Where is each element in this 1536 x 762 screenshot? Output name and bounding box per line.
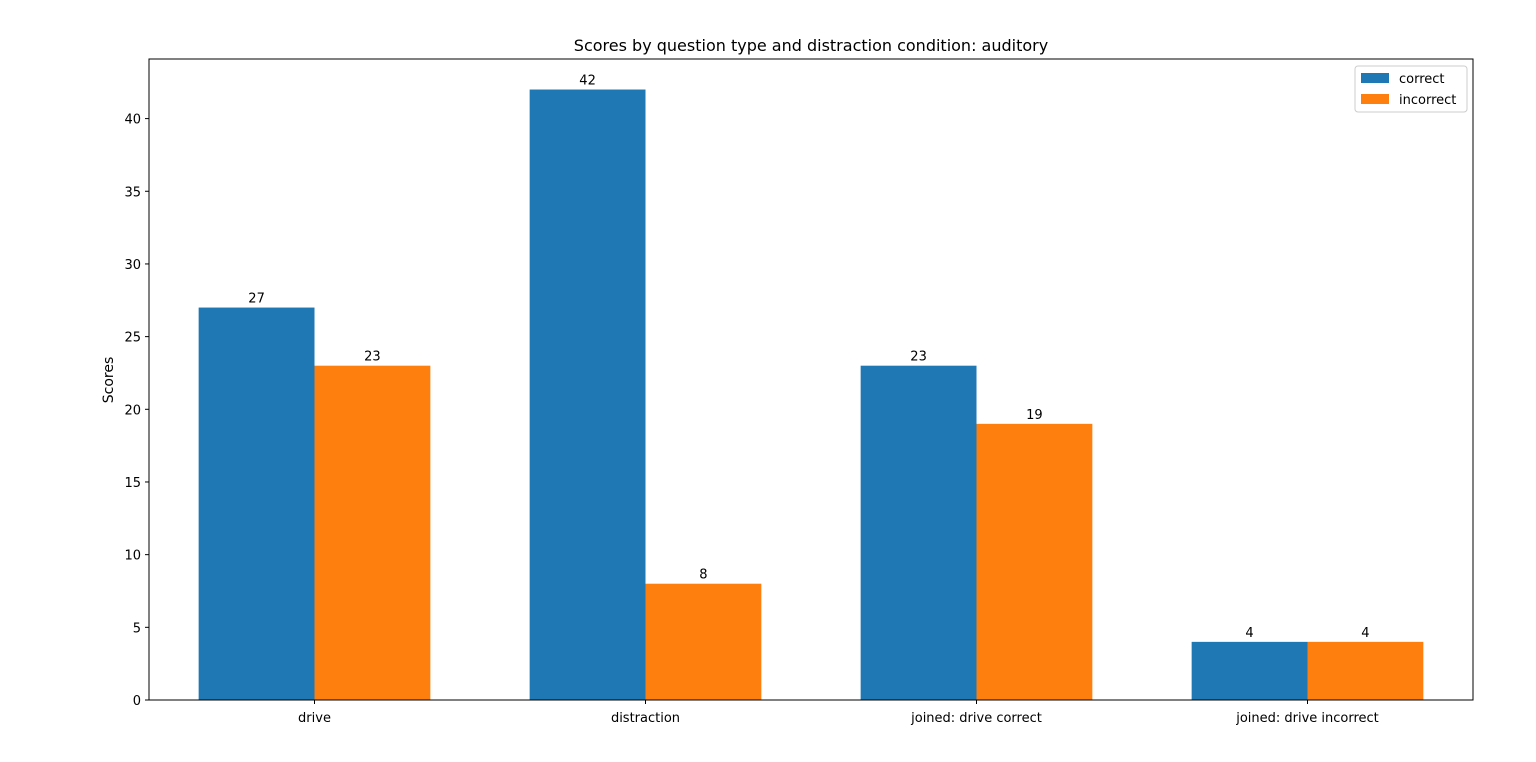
y-tick-label: 10 (124, 549, 141, 564)
bar-label-correct-1: 42 (579, 74, 596, 89)
bar-label-incorrect-1: 8 (699, 568, 707, 583)
x-tick-label: drive (298, 711, 331, 726)
bar-correct-1 (529, 89, 646, 701)
x-tick-label: joined: drive correct (910, 711, 1042, 726)
bar-incorrect-1 (645, 583, 762, 700)
y-axis-label: Scores (101, 357, 117, 404)
x-axis: drive distraction joined: drive correct joi… (298, 700, 1379, 726)
y-tick-label: 40 (124, 113, 141, 128)
plot-frame (148, 58, 1474, 701)
bar-correct-2 (860, 365, 977, 700)
bar-value-labels: 27 42 23 4 23 8 19 4 (248, 74, 1369, 641)
y-tick-label: 20 (124, 403, 141, 418)
x-tick-label: distraction (611, 711, 680, 726)
legend-label-correct: correct (1399, 72, 1445, 87)
y-tick-label: 30 (124, 258, 141, 273)
y-tick-label: 35 (124, 185, 141, 200)
legend-swatch-incorrect (1361, 94, 1389, 104)
legend-swatch-correct (1361, 73, 1389, 83)
bar-label-incorrect-2: 19 (1026, 408, 1043, 423)
bar-label-correct-3: 4 (1245, 626, 1253, 641)
legend: correct incorrect (1354, 65, 1468, 113)
bar-incorrect-0 (314, 365, 431, 700)
y-tick-label: 0 (133, 694, 141, 709)
y-tick-label: 25 (124, 331, 141, 346)
bar-label-incorrect-0: 23 (364, 350, 381, 365)
bar-label-correct-0: 27 (248, 292, 265, 307)
legend-label-incorrect: incorrect (1399, 93, 1456, 108)
bar-correct-0 (198, 307, 315, 700)
y-tick-label: 5 (133, 621, 141, 636)
bar-label-incorrect-3: 4 (1361, 626, 1369, 641)
y-axis: 0 5 10 15 20 25 30 35 40 (124, 113, 149, 709)
bars-group (198, 89, 1424, 701)
bar-correct-3 (1191, 641, 1308, 700)
x-tick-label: joined: drive incorrect (1235, 711, 1379, 726)
chart-title: Scores by question type and distraction … (574, 36, 1048, 55)
bar-label-correct-2: 23 (910, 350, 927, 365)
bar-incorrect-2 (976, 423, 1093, 700)
y-tick-label: 15 (124, 476, 141, 491)
bar-incorrect-3 (1307, 641, 1424, 700)
